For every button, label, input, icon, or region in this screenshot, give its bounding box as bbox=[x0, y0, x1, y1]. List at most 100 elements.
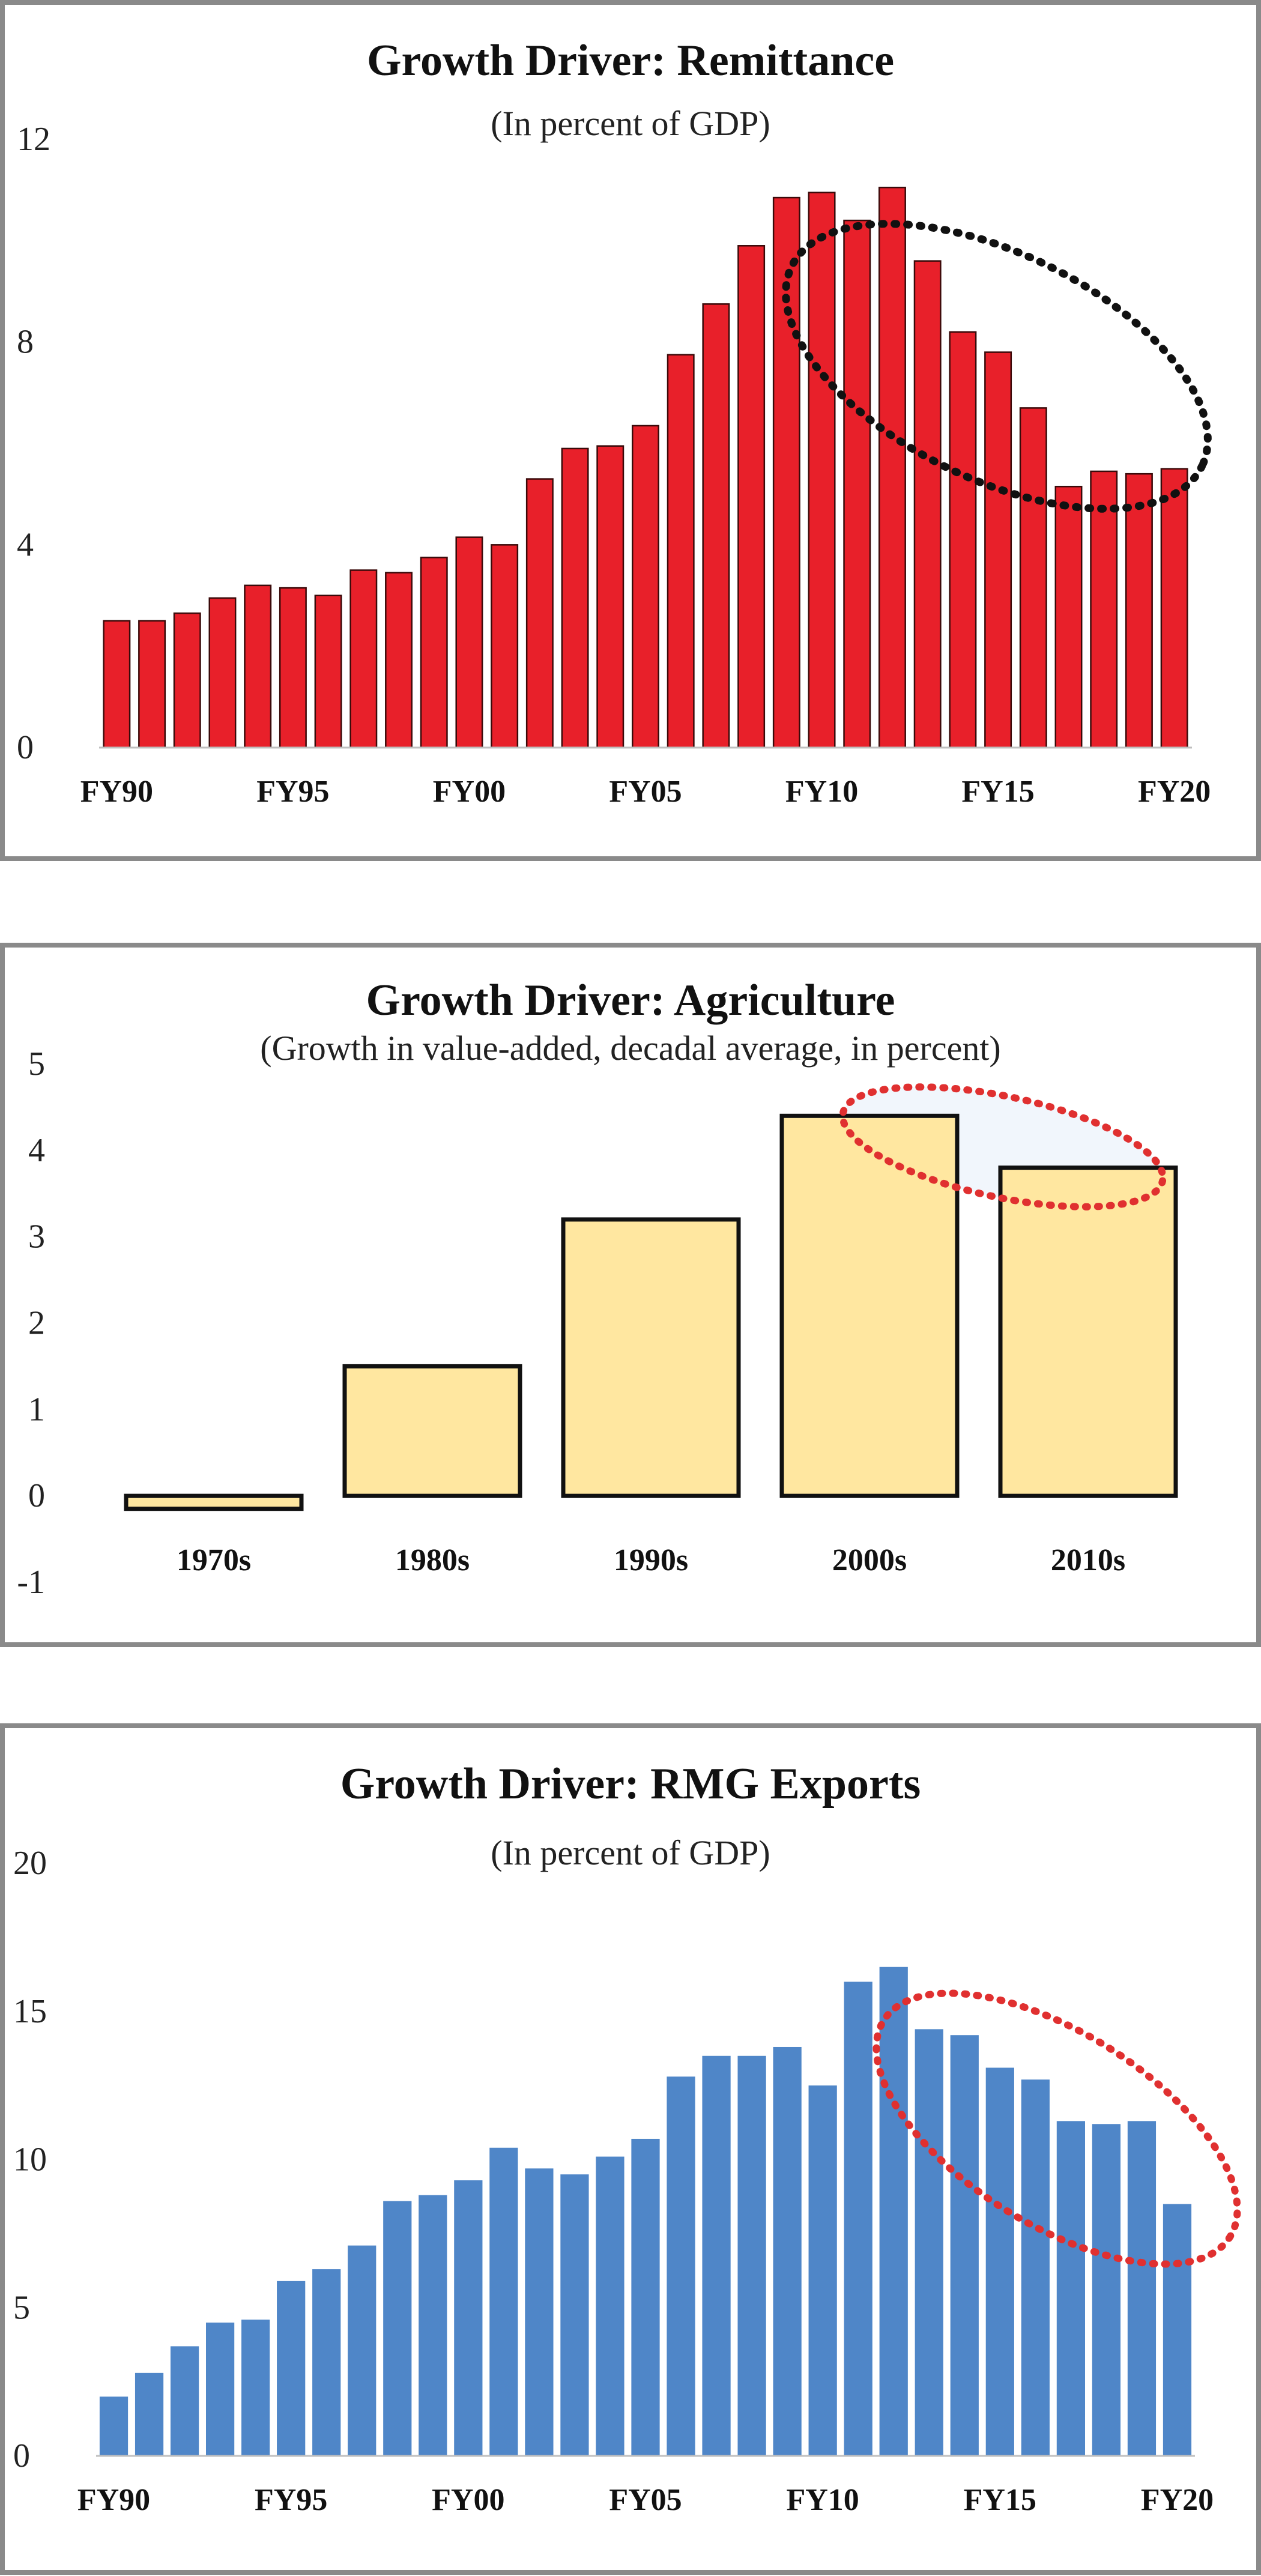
agriculture-bar-1970s bbox=[124, 1493, 304, 1511]
remittance-bar-FY98 bbox=[385, 572, 413, 749]
remittance-bar-FY93 bbox=[208, 597, 237, 749]
remittance-bar-FY07 bbox=[702, 303, 730, 749]
remittance-bars bbox=[103, 186, 1188, 749]
remittance-x-tick-label: FY00 bbox=[433, 775, 506, 809]
remittance-bar-FY94 bbox=[244, 584, 272, 749]
agriculture-bars bbox=[124, 1113, 1178, 1511]
rmg-x-tick-label: FY90 bbox=[77, 2483, 150, 2517]
remittance-bar-FY06 bbox=[667, 354, 695, 749]
rmg-bar-FY90 bbox=[99, 2396, 129, 2456]
remittance-bar-FY20 bbox=[1160, 468, 1188, 749]
rmg-chart-subtitle: (In percent of GDP) bbox=[491, 1833, 770, 1872]
agriculture-x-tick-label: 1970s bbox=[177, 1543, 251, 1577]
remittance-y-tick-label: 8 bbox=[17, 324, 34, 361]
rmg-chart-frame bbox=[0, 1723, 1261, 2575]
remittance-bar-FY16 bbox=[1019, 407, 1047, 749]
rmg-x-axis: FY90 FY95 FY00 FY05 FY10 FY15 FY20 bbox=[77, 2483, 1214, 2517]
rmg-chart-title: Growth Driver: RMG Exports bbox=[340, 1759, 921, 1809]
remittance-x-tick-label: FY10 bbox=[785, 775, 858, 809]
agriculture-y-tick-label: 2 bbox=[28, 1305, 45, 1342]
rmg-x-tick-label: FY10 bbox=[786, 2483, 859, 2517]
rmg-bar-FY12 bbox=[879, 1967, 908, 2456]
remittance-x-axis: FY90 FY95 FY00 FY05 FY10 FY15 FY20 bbox=[80, 775, 1211, 809]
rmg-bar-FY91 bbox=[135, 2372, 164, 2456]
rmg-bar-FY93 bbox=[206, 2322, 235, 2456]
rmg-bar-FY18 bbox=[1092, 2124, 1121, 2456]
remittance-x-tick-label: FY15 bbox=[961, 775, 1034, 809]
rmg-y-tick-label: 10 bbox=[13, 2141, 47, 2178]
remittance-chart-panel: Growth Driver: Remittance (In percent of… bbox=[0, 0, 1261, 865]
remittance-bar-FY09 bbox=[772, 196, 800, 749]
rmg-y-tick-label: 5 bbox=[13, 2289, 30, 2326]
rmg-bar-FY94 bbox=[241, 2319, 270, 2456]
remittance-highlight-ellipse bbox=[782, 220, 1212, 513]
remittance-chart-frame bbox=[0, 0, 1261, 861]
agriculture-y-tick-label: 4 bbox=[28, 1132, 45, 1169]
remittance-bar-FY11 bbox=[843, 219, 871, 749]
rmg-bar-FY02 bbox=[525, 2168, 554, 2456]
agriculture-y-tick-label: 0 bbox=[28, 1477, 45, 1514]
remittance-bar-FY95 bbox=[279, 587, 307, 749]
remittance-bar-FY96 bbox=[314, 594, 342, 749]
agriculture-bar-1980s bbox=[342, 1364, 522, 1498]
rmg-bar-FY04 bbox=[596, 2156, 624, 2456]
agriculture-chart-frame bbox=[0, 943, 1261, 1647]
rmg-bar-FY96 bbox=[312, 2269, 341, 2456]
remittance-x-tick-label: FY90 bbox=[80, 775, 153, 809]
remittance-bar-FY04 bbox=[596, 445, 624, 749]
remittance-y-tick-label: 12 bbox=[17, 121, 50, 158]
remittance-chart-subtitle: (In percent of GDP) bbox=[491, 104, 770, 143]
remittance-bar-FY14 bbox=[949, 331, 977, 749]
rmg-bar-FY92 bbox=[170, 2346, 199, 2456]
rmg-bar-FY17 bbox=[1056, 2121, 1085, 2456]
agriculture-y-tick-label: 3 bbox=[28, 1218, 45, 1256]
rmg-bar-FY19 bbox=[1127, 2121, 1157, 2456]
agriculture-x-axis: 1970s 1980s 1990s 2000s 2010s bbox=[177, 1543, 1125, 1577]
remittance-bar-FY02 bbox=[525, 478, 554, 749]
rmg-bar-FY97 bbox=[348, 2245, 376, 2456]
remittance-bar-FY12 bbox=[878, 186, 906, 749]
remittance-y-tick-label: 4 bbox=[17, 526, 34, 563]
remittance-bar-FY99 bbox=[420, 557, 448, 749]
rmg-bar-FY00 bbox=[454, 2180, 483, 2456]
agriculture-chart-panel: Growth Driver: Agriculture (Growth in va… bbox=[0, 943, 1261, 1648]
agriculture-chart: Growth Driver: Agriculture (Growth in va… bbox=[0, 943, 1261, 1647]
agriculture-y-axis: -1 0 1 2 3 4 5 bbox=[17, 1045, 45, 1601]
rmg-bar-FY10 bbox=[808, 2085, 837, 2456]
remittance-bar-FY08 bbox=[737, 245, 766, 749]
agriculture-x-tick-label: 2000s bbox=[832, 1543, 907, 1577]
agriculture-y-tick-label: -1 bbox=[17, 1564, 45, 1601]
rmg-bar-FY09 bbox=[773, 2046, 802, 2456]
agriculture-y-tick-label: 5 bbox=[28, 1045, 45, 1083]
rmg-bar-FY20 bbox=[1163, 2204, 1192, 2456]
rmg-y-tick-label: 20 bbox=[13, 1845, 47, 1882]
remittance-bar-FY90 bbox=[103, 620, 131, 749]
rmg-bar-FY15 bbox=[985, 2067, 1014, 2456]
rmg-bar-FY16 bbox=[1021, 2079, 1050, 2456]
rmg-bar-FY05 bbox=[631, 2138, 660, 2456]
rmg-x-tick-label: FY95 bbox=[255, 2483, 327, 2517]
remittance-bar-FY91 bbox=[138, 620, 166, 749]
agriculture-x-tick-label: 1980s bbox=[395, 1543, 470, 1577]
rmg-bar-FY11 bbox=[844, 1982, 872, 2456]
agriculture-x-tick-label: 2010s bbox=[1051, 1543, 1125, 1577]
remittance-bar-FY92 bbox=[173, 612, 201, 749]
rmg-y-tick-label: 0 bbox=[13, 2437, 30, 2475]
remittance-chart-title: Growth Driver: Remittance bbox=[367, 36, 894, 85]
rmg-bar-FY08 bbox=[737, 2055, 766, 2456]
agriculture-bar-2010s bbox=[998, 1166, 1178, 1498]
remittance-bar-FY03 bbox=[561, 447, 589, 749]
agriculture-bar-2000s bbox=[779, 1113, 960, 1498]
rmg-bar-FY14 bbox=[950, 2035, 979, 2456]
remittance-bar-FY00 bbox=[455, 536, 483, 749]
remittance-bar-FY19 bbox=[1125, 473, 1153, 749]
rmg-y-axis: 0 5 10 15 20 bbox=[13, 1845, 47, 2475]
remittance-y-axis: 0 4 8 12 bbox=[17, 121, 50, 766]
rmg-bar-FY98 bbox=[383, 2201, 412, 2456]
remittance-bar-FY18 bbox=[1090, 470, 1118, 749]
remittance-x-tick-label: FY20 bbox=[1138, 775, 1211, 809]
remittance-bar-FY01 bbox=[491, 544, 519, 749]
remittance-x-tick-label: FY95 bbox=[256, 775, 329, 809]
agriculture-x-tick-label: 1990s bbox=[614, 1543, 688, 1577]
rmg-x-tick-label: FY05 bbox=[609, 2483, 682, 2517]
